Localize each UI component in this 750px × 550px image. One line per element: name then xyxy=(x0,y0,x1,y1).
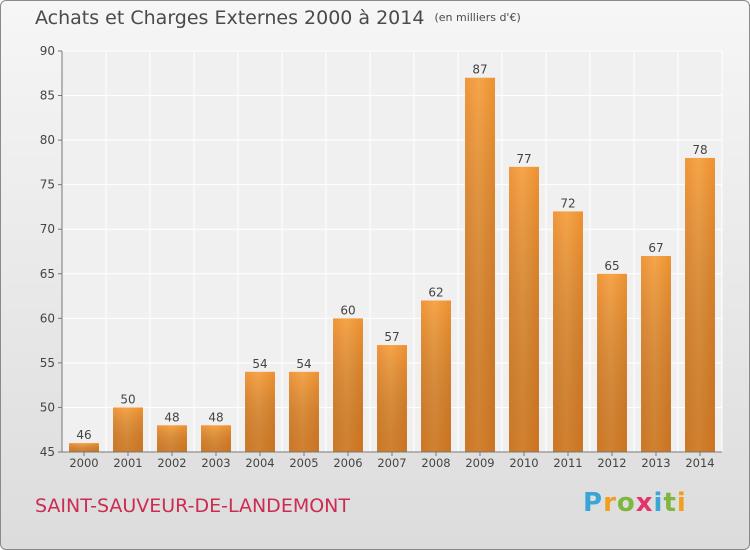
x-tick-label: 2012 xyxy=(597,456,626,470)
x-tick-label: 2007 xyxy=(377,456,406,470)
x-tick-label: 2003 xyxy=(201,456,230,470)
chart-title: Achats et Charges Externes 2000 à 2014 xyxy=(35,7,425,29)
x-tick-label: 2000 xyxy=(69,456,98,470)
bar-shade-2007 xyxy=(377,345,407,452)
proxiti-logo: Proxiti xyxy=(583,488,687,518)
bar-value-label: 57 xyxy=(384,330,399,344)
bar-shade-2010 xyxy=(509,166,539,452)
bar-shade-2000 xyxy=(69,443,99,452)
bar-value-label: 67 xyxy=(648,241,663,255)
axis-layer: 45 50 55 60 65 70 75 80 85 90 2000 2001 2002 2003 2004… xyxy=(40,44,722,470)
x-tick-label: 2011 xyxy=(553,456,582,470)
x-tick-label: 2009 xyxy=(465,456,494,470)
x-tick-label: 2004 xyxy=(245,456,274,470)
bar-shade-2014 xyxy=(685,157,715,452)
bar-value-label: 46 xyxy=(76,428,91,442)
y-tick-label: 55 xyxy=(40,356,55,370)
bar-shade-2011 xyxy=(553,211,583,452)
bar-shade-2013 xyxy=(641,255,671,452)
y-tick-label: 75 xyxy=(40,178,55,192)
x-tick-label: 2005 xyxy=(289,456,318,470)
bar-value-label: 60 xyxy=(340,303,355,317)
bar-shade-2012 xyxy=(597,273,627,452)
bar-shade-2001 xyxy=(113,407,143,452)
x-tick-label: 2002 xyxy=(157,456,186,470)
bar-value-label: 62 xyxy=(428,286,443,300)
x-tick-label: 2006 xyxy=(333,456,362,470)
bar-shade-2002 xyxy=(157,425,187,452)
y-tick-label: 45 xyxy=(40,445,55,459)
bar-value-label: 65 xyxy=(604,259,619,273)
bar-shade-2003 xyxy=(201,425,231,452)
bar-shade-2008 xyxy=(421,300,451,452)
chart-unit: (en milliers d'€) xyxy=(434,11,521,24)
x-tick-label: 2014 xyxy=(685,456,714,470)
x-tick-label: 2013 xyxy=(641,456,670,470)
y-tick-label: 85 xyxy=(40,89,55,103)
commune-name: SAINT-SAUVEUR-DE-LANDEMONT xyxy=(35,495,350,517)
bar-shade-2005 xyxy=(289,371,319,452)
y-tick-label: 90 xyxy=(40,44,55,58)
bar-value-label: 72 xyxy=(560,196,575,210)
x-tick-label: 2001 xyxy=(113,456,142,470)
x-tick-label: 2008 xyxy=(421,456,450,470)
bar-shade-2009 xyxy=(465,77,495,452)
bar-value-label: 54 xyxy=(252,357,267,371)
bar-value-label: 48 xyxy=(164,410,179,424)
x-tick-label: 2010 xyxy=(509,456,538,470)
bar-value-label: 78 xyxy=(692,143,707,157)
bar-value-label: 77 xyxy=(516,152,531,166)
bar-shade-2006 xyxy=(333,318,363,452)
bar-value-label: 54 xyxy=(296,357,311,371)
y-tick-label: 50 xyxy=(40,400,55,414)
bar-value-label: 48 xyxy=(208,410,223,424)
bars-layer: 46 50 48 48 54 54 60 57 62 87 77 72 65 67 78 xyxy=(69,63,715,452)
bar-shade-2004 xyxy=(245,371,275,452)
y-tick-label: 65 xyxy=(40,267,55,281)
chart-header: Achats et Charges Externes 2000 à 2014 (e… xyxy=(35,7,521,29)
y-tick-label: 70 xyxy=(40,222,55,236)
y-tick-label: 60 xyxy=(40,311,55,325)
y-tick-label: 80 xyxy=(40,133,55,147)
bar-value-label: 87 xyxy=(472,63,487,77)
bar-value-label: 50 xyxy=(120,392,135,406)
